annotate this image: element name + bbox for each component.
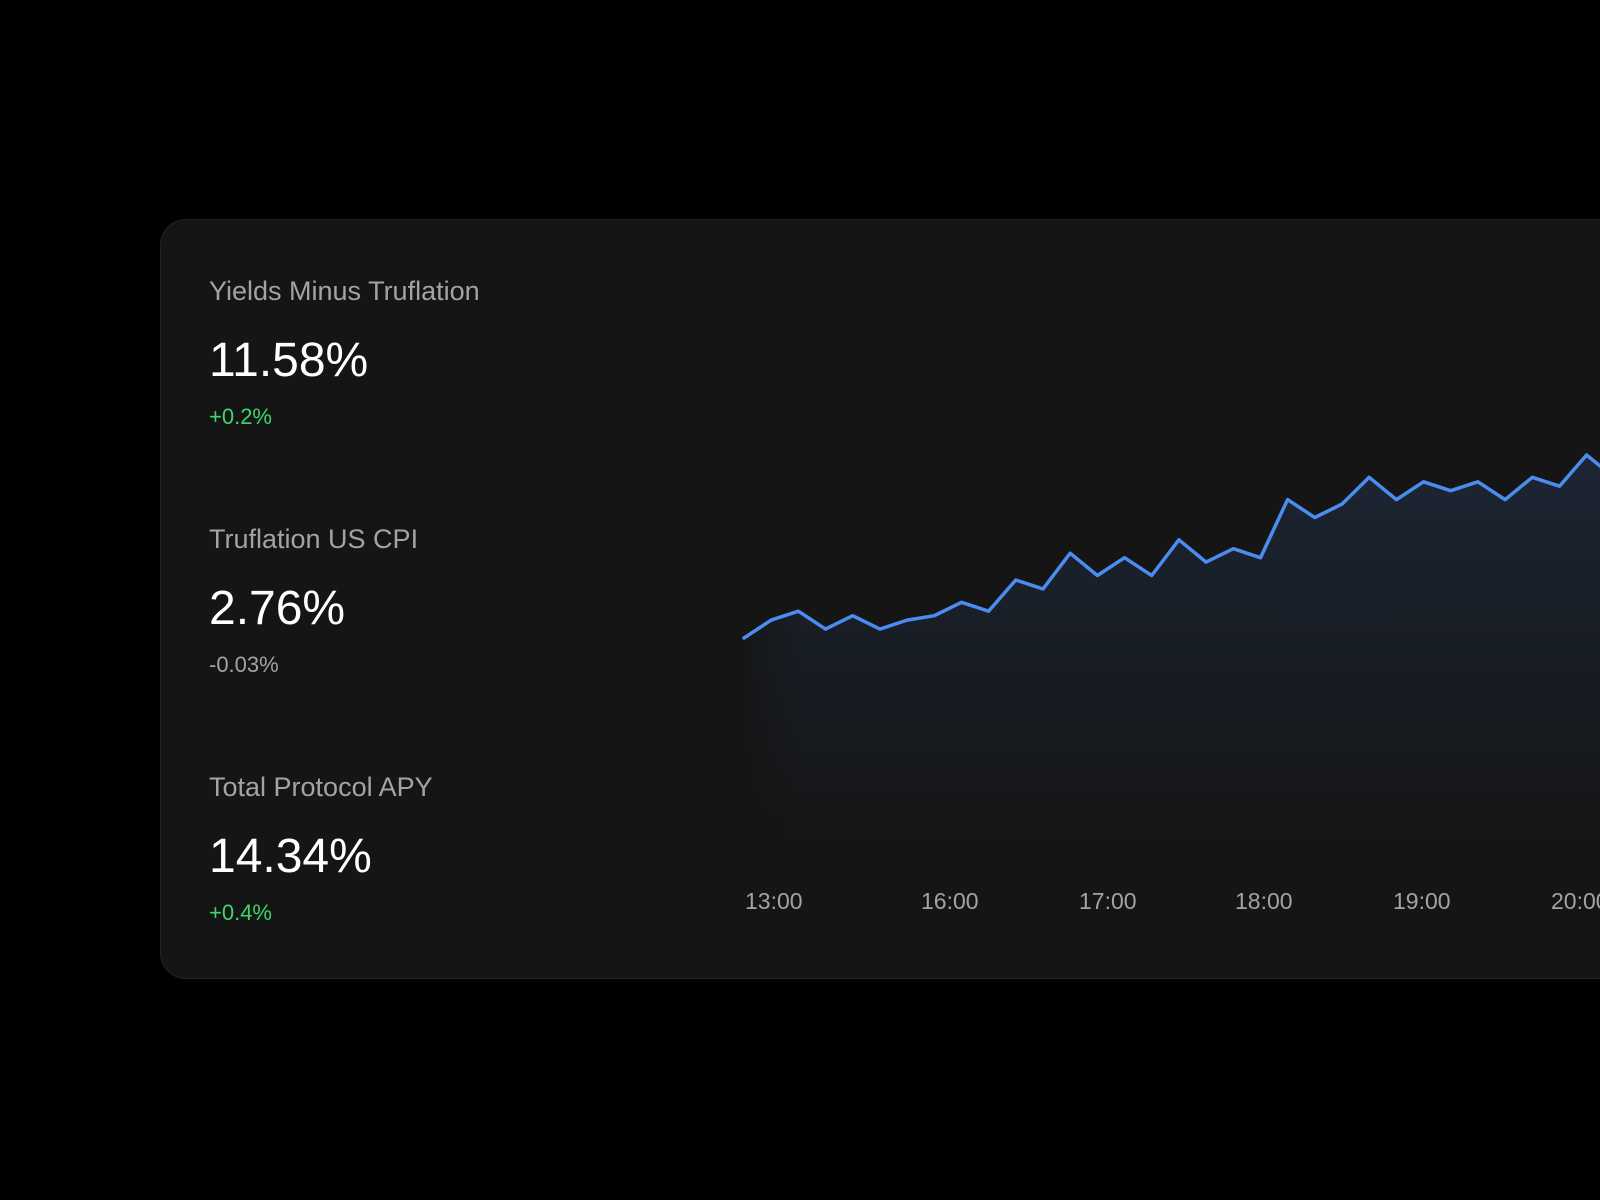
metric-yields-minus-truflation: Yields Minus Truflation 11.58% +0.2% [209, 275, 480, 431]
metric-change: +0.4% [209, 900, 272, 925]
metric-change: +0.2% [209, 404, 272, 429]
chart-area-fill [744, 455, 1600, 860]
stats-card: Yields Minus Truflation 11.58% +0.2% Tru… [160, 219, 1600, 979]
x-tick-label: 19:00 [1393, 888, 1451, 914]
metric-label: Truflation US CPI [209, 524, 419, 554]
metric-value: 2.76% [209, 582, 346, 635]
x-tick-label: 20:00 [1551, 888, 1600, 914]
metric-value: 11.58% [209, 334, 369, 387]
metric-label: Total Protocol APY [209, 772, 433, 802]
x-tick-label: 18:00 [1235, 888, 1293, 914]
metric-truflation-us-cpi: Truflation US CPI 2.76% -0.03% [209, 523, 418, 679]
metric-total-protocol-apy: Total Protocol APY 14.34% +0.4% [209, 771, 433, 927]
metric-value: 14.34% [209, 830, 372, 883]
metric-label: Yields Minus Truflation [209, 276, 480, 306]
line-chart: 13:00 16:00 17:00 18:00 19:00 20:00 [742, 453, 1600, 914]
x-tick-label: 17:00 [1079, 888, 1137, 914]
metric-change: -0.03% [209, 652, 279, 677]
chart-series-line [742, 453, 1600, 640]
x-tick-label: 16:00 [921, 888, 979, 914]
x-tick-label: 13:00 [745, 888, 803, 914]
